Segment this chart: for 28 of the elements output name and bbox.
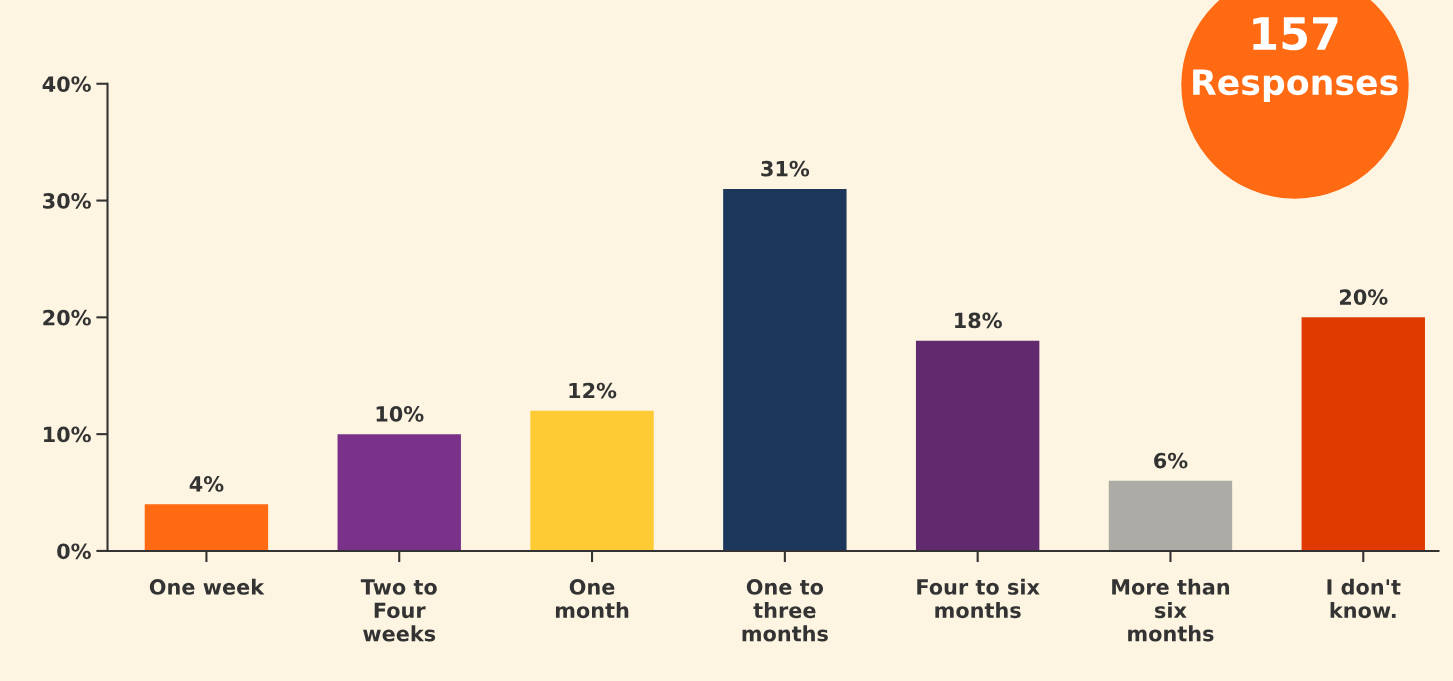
- bar: [144, 504, 269, 551]
- annotation: Responses: [1193, 69, 1398, 102]
- bar: [337, 434, 461, 551]
- data-label: 20%: [1339, 289, 1388, 305]
- x-tick-label: I don't know.: [1327, 578, 1401, 619]
- bar: [1301, 317, 1425, 551]
- x-tick-label: Four to six months: [917, 578, 1040, 619]
- y-tick-label: 20%: [43, 309, 91, 326]
- y-tick-label: 0%: [57, 543, 91, 560]
- data-label: 12%: [569, 382, 617, 399]
- data-label: 6%: [1154, 452, 1188, 469]
- x-tick-label: One week: [149, 578, 265, 595]
- bar: [1108, 480, 1233, 551]
- bar: [915, 340, 1040, 551]
- data-label: 10%: [376, 406, 424, 422]
- x-tick-label: More than six months: [1112, 578, 1230, 642]
- x-tick-label: One to three months: [742, 579, 828, 642]
- x-tick-label: One month: [555, 579, 629, 619]
- y-tick-label: 30%: [43, 193, 91, 209]
- data-label: 4%: [189, 476, 224, 492]
- x-tick-label: Two to Four weeks: [360, 579, 437, 642]
- text: 157: [1253, 17, 1338, 51]
- data-label: 18%: [955, 312, 1002, 329]
- y-tick-label: 40%: [42, 76, 91, 92]
- bar: [530, 410, 654, 551]
- bar: [723, 188, 847, 551]
- y-tick-label: 10%: [44, 426, 91, 443]
- data-label: 31%: [761, 160, 810, 177]
